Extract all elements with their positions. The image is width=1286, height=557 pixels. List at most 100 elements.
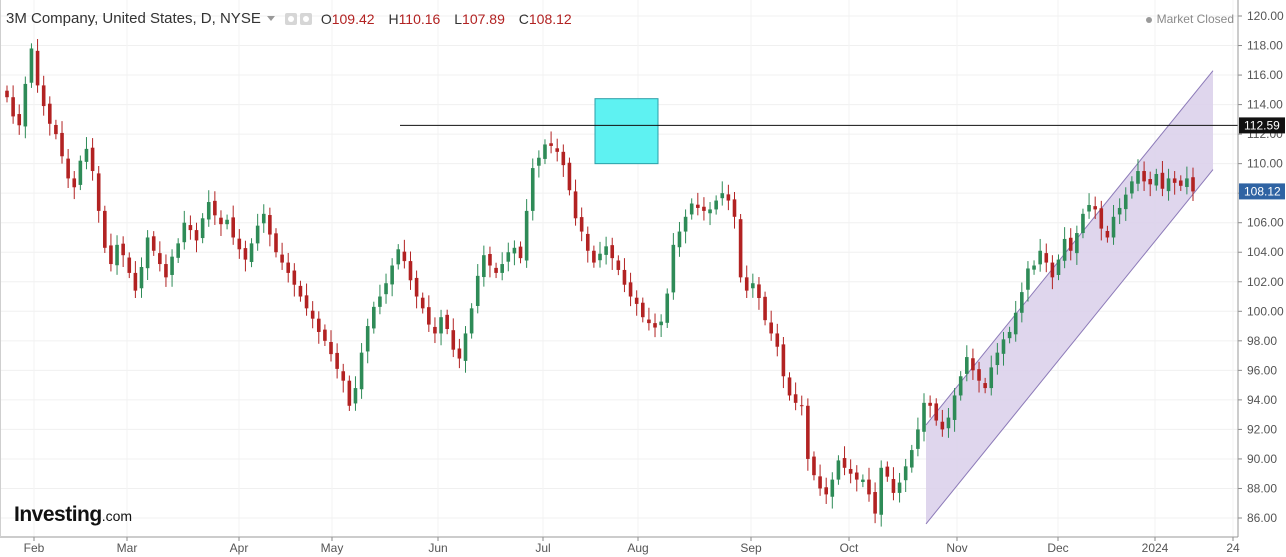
candle-body: [1154, 173, 1159, 186]
eye-icon[interactable]: [284, 12, 297, 25]
candle: [524, 199, 529, 268]
candle: [928, 395, 932, 418]
candle-body: [390, 265, 394, 285]
candle-body: [1026, 268, 1030, 290]
candle: [530, 158, 535, 221]
candle: [1111, 204, 1116, 245]
candle: [708, 202, 712, 226]
candle-body: [714, 200, 718, 210]
candle: [200, 213, 205, 244]
chevron-down-icon[interactable]: [266, 16, 275, 21]
gear-icon[interactable]: [299, 12, 312, 25]
candle: [72, 171, 77, 200]
candle-body: [127, 257, 132, 273]
axes: [0, 0, 1242, 541]
candle-body: [115, 244, 119, 266]
candle-body: [121, 243, 125, 256]
candle-body: [1081, 213, 1085, 234]
candle-body: [854, 472, 859, 480]
candle-body: [347, 380, 352, 406]
candle-body: [1056, 259, 1061, 275]
candle: [726, 184, 731, 211]
candle: [378, 284, 382, 315]
candle: [518, 241, 523, 264]
candle-body: [842, 458, 847, 468]
candle-body: [1191, 177, 1195, 192]
candle-body: [1038, 250, 1042, 265]
open-value: 109.42: [331, 10, 375, 27]
candle-body: [494, 267, 498, 273]
candle: [280, 242, 284, 270]
candle-body: [170, 256, 174, 275]
candle: [940, 409, 945, 437]
candle: [1007, 326, 1012, 344]
y-tick-label: 88.00: [1247, 481, 1277, 495]
candle-body: [341, 371, 346, 381]
candle-body: [5, 90, 9, 98]
candle-body: [158, 253, 162, 265]
y-tick-label: 90.00: [1247, 452, 1277, 466]
candle: [977, 361, 981, 393]
level-badge: [1239, 117, 1285, 134]
candle: [537, 150, 541, 178]
candle: [286, 252, 291, 283]
candle-body: [1007, 331, 1012, 339]
candle: [659, 314, 663, 337]
candle: [194, 222, 199, 253]
candle-body: [518, 246, 523, 259]
candle: [946, 408, 951, 438]
candle: [848, 459, 853, 484]
candle: [1038, 238, 1042, 272]
candle: [549, 131, 553, 154]
candle: [249, 238, 254, 268]
candle-body: [512, 247, 517, 254]
candle: [799, 395, 804, 416]
high-label: H: [388, 10, 399, 27]
candle-body: [836, 460, 841, 480]
close-value: 108.12: [528, 10, 572, 27]
candle: [164, 254, 168, 287]
candle-body: [561, 151, 566, 166]
candle: [1001, 331, 1006, 366]
candle-body: [414, 277, 419, 297]
candle-body: [316, 318, 321, 332]
candle: [1056, 254, 1061, 281]
candle-body: [1166, 178, 1171, 192]
candle: [696, 192, 700, 216]
y-tick-label: 116.00: [1247, 68, 1283, 82]
candle: [952, 388, 957, 432]
candle: [861, 474, 865, 488]
candle-body: [885, 466, 890, 477]
candle-body: [830, 479, 835, 497]
y-tick-label: 100.00: [1247, 304, 1284, 318]
candle-body: [304, 295, 309, 309]
candle: [488, 246, 492, 278]
candle-body: [640, 302, 645, 318]
candle-body: [1185, 178, 1189, 187]
y-tick-label: 118.00: [1247, 39, 1283, 53]
candle: [500, 252, 504, 281]
ohlc-readout: O109.42 H110.16 L107.89 C108.12: [321, 11, 582, 27]
candle-body: [983, 383, 987, 389]
candle: [420, 292, 425, 314]
candle: [916, 417, 920, 457]
candle: [304, 283, 309, 316]
trend-channel[interactable]: [925, 70, 1214, 525]
highlight-box[interactable]: [594, 98, 659, 165]
candle-body: [433, 326, 437, 334]
candle-body: [60, 132, 64, 157]
candle: [433, 317, 437, 344]
candle: [879, 460, 884, 527]
status-dot-icon: [1145, 16, 1152, 23]
candle-body: [1013, 312, 1018, 335]
candle-body: [1050, 262, 1055, 278]
candle-body: [359, 352, 364, 390]
candle-body: [971, 358, 975, 371]
x-tick-label: Nov: [946, 541, 967, 555]
candle-body: [176, 243, 180, 258]
candle: [151, 231, 156, 256]
candle: [1136, 159, 1140, 192]
candle: [610, 237, 615, 270]
candle: [1044, 243, 1049, 273]
